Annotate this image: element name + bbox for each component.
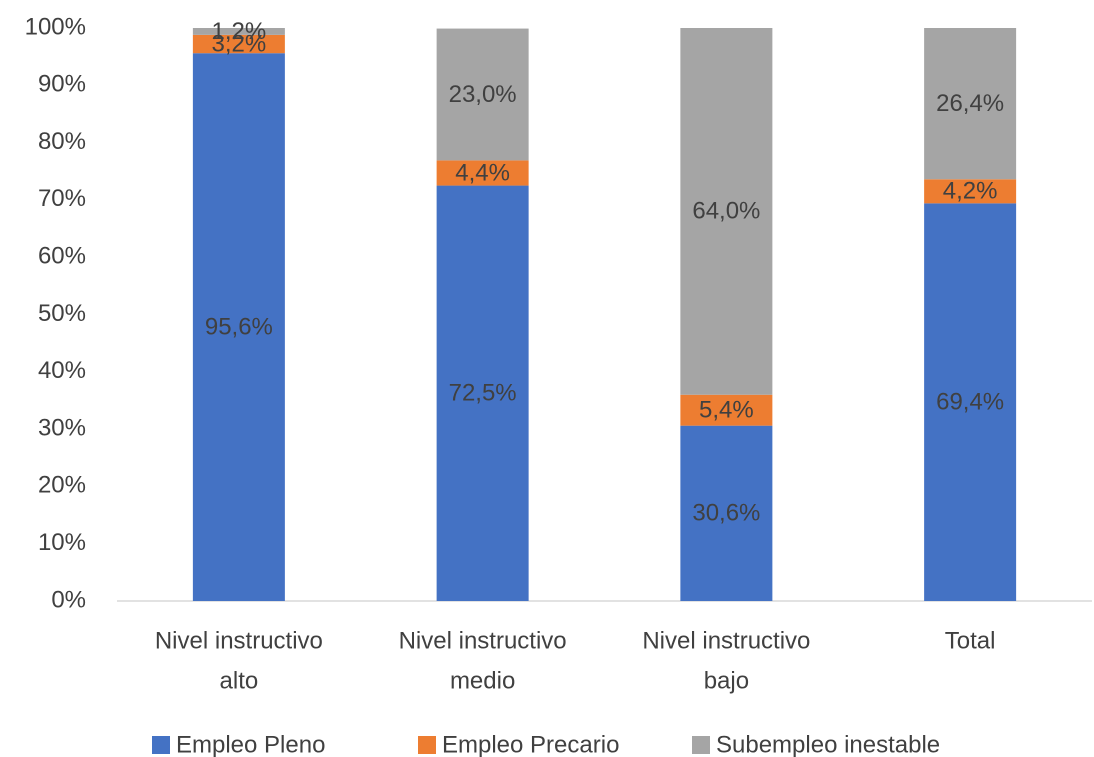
bar-segment xyxy=(436,185,529,601)
legend-label: Empleo Pleno xyxy=(176,731,325,757)
bar-segment xyxy=(924,179,1017,204)
legend-swatch xyxy=(418,736,436,754)
legend-swatch xyxy=(152,736,170,754)
data-label: 72,5% xyxy=(449,380,517,407)
y-tick-label: 100% xyxy=(25,13,86,40)
y-tick-label: 90% xyxy=(38,71,86,98)
bar-segment xyxy=(924,203,1017,601)
data-label: 4,2% xyxy=(943,178,998,205)
bar-segment xyxy=(192,34,285,54)
bar-segment xyxy=(680,394,773,426)
y-tick-label: 0% xyxy=(51,586,86,613)
x-tick-label: medio xyxy=(450,667,515,694)
data-label: 23,0% xyxy=(449,81,517,108)
y-tick-label: 30% xyxy=(38,414,86,441)
y-tick-label: 60% xyxy=(38,243,86,270)
legend-label: Subempleo inestable xyxy=(716,731,940,757)
legend-label: Empleo Precario xyxy=(442,731,619,757)
x-tick-label: Nivel instructivo xyxy=(399,627,567,654)
bar-segment xyxy=(192,28,285,35)
data-label: 26,4% xyxy=(936,90,1004,117)
x-tick-label: Nivel instructivo xyxy=(642,627,810,654)
legend-swatch xyxy=(692,736,710,754)
data-label: 3,2% xyxy=(212,30,267,57)
bar-segment xyxy=(680,425,773,601)
bar-segment xyxy=(436,28,529,161)
bar-segment xyxy=(192,53,285,602)
x-tick-label: alto xyxy=(220,667,259,694)
data-label: 30,6% xyxy=(692,500,760,527)
y-tick-label: 70% xyxy=(38,185,86,212)
data-label: 1,2% xyxy=(212,18,267,45)
data-label: 4,4% xyxy=(455,159,510,186)
data-label: 64,0% xyxy=(692,198,760,225)
data-label: 95,6% xyxy=(205,313,273,340)
bar-segment xyxy=(436,160,529,186)
x-tick-label: Total xyxy=(945,627,996,654)
data-label: 5,4% xyxy=(699,397,754,424)
x-tick-label: bajo xyxy=(704,667,749,694)
y-tick-label: 20% xyxy=(38,472,86,499)
y-tick-label: 40% xyxy=(38,357,86,384)
data-label: 69,4% xyxy=(936,389,1004,416)
y-tick-label: 80% xyxy=(38,128,86,155)
y-tick-label: 50% xyxy=(38,300,86,327)
bar-segment xyxy=(924,28,1017,180)
x-tick-label: Nivel instructivo xyxy=(155,627,323,654)
bar-segment xyxy=(680,28,773,395)
y-tick-label: 10% xyxy=(38,529,86,556)
